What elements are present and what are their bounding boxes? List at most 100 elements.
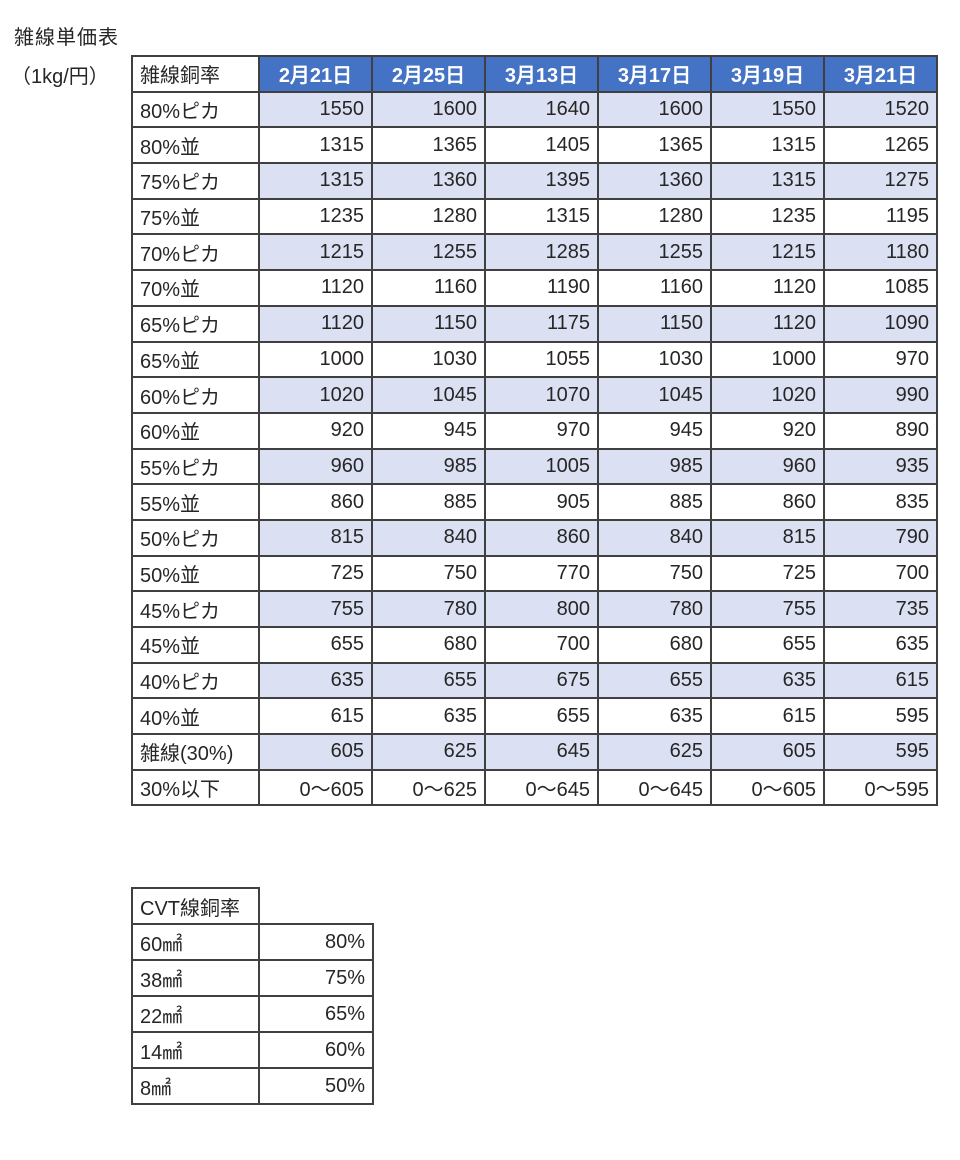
price-value-cell: 1215: [258, 233, 373, 272]
price-value-cell: 0〜605: [710, 768, 825, 807]
cvt-table: CVT線銅率 60㎟ 80% 38㎟ 75% 22㎟ 65% 14㎟ 60% 8㎟ 50%: [131, 887, 374, 1105]
price-value-cell: 1090: [823, 304, 938, 343]
cvt-value-cell: 75%: [258, 959, 374, 997]
price-value-cell: 885: [597, 483, 712, 521]
copper-rate-header-cell: 雑線銅率: [131, 55, 260, 93]
price-value-cell: 780: [597, 590, 712, 628]
price-value-cell: 1195: [823, 197, 938, 236]
price-value-cell: 1600: [597, 90, 712, 129]
price-value-cell: 985: [597, 447, 712, 486]
price-row-label: 65%ピカ: [131, 304, 260, 343]
price-value-cell: 635: [710, 661, 825, 700]
price-value-cell: 605: [258, 733, 373, 771]
price-table-row: 40%並 615 635 655 635 615 595: [131, 697, 938, 736]
cvt-value-cell: 60%: [258, 1031, 374, 1069]
price-value-cell: 860: [258, 483, 373, 521]
price-value-cell: 780: [371, 590, 486, 628]
price-value-cell: 595: [823, 733, 938, 771]
price-table-row: 40%ピカ 635 655 675 655 635 615: [131, 661, 938, 700]
price-value-cell: 1030: [597, 340, 712, 379]
price-value-cell: 1160: [371, 269, 486, 307]
price-value-cell: 945: [371, 411, 486, 450]
cvt-header-cell: CVT線銅率: [131, 887, 260, 925]
price-value-cell: 635: [258, 661, 373, 700]
price-table-row: 60%ピカ 1020 1045 1070 1045 1020 990: [131, 376, 938, 414]
price-value-cell: 1315: [258, 162, 373, 200]
price-value-cell: 945: [597, 411, 712, 450]
cvt-table-row: 38㎟ 75%: [131, 959, 374, 997]
price-row-label: 40%並: [131, 697, 260, 736]
price-value-cell: 960: [258, 447, 373, 486]
price-row-label: 55%ピカ: [131, 447, 260, 486]
price-table-row: 45%並 655 680 700 680 655 635: [131, 626, 938, 664]
price-value-cell: 1045: [597, 376, 712, 414]
price-row-label: 40%ピカ: [131, 661, 260, 700]
cvt-row-label: 38㎟: [131, 959, 260, 997]
price-value-cell: 1315: [710, 126, 825, 165]
price-value-cell: 1150: [371, 304, 486, 343]
price-row-label: 50%ピカ: [131, 518, 260, 557]
price-value-cell: 1550: [710, 90, 825, 129]
price-value-cell: 615: [710, 697, 825, 736]
price-value-cell: 635: [597, 697, 712, 736]
price-value-cell: 755: [710, 590, 825, 628]
cvt-value-cell: 80%: [258, 923, 374, 961]
price-value-cell: 1020: [258, 376, 373, 414]
price-value-cell: 970: [484, 411, 599, 450]
price-value-cell: 0〜645: [597, 768, 712, 807]
price-table-row: 80%並 1315 1365 1405 1365 1315 1265: [131, 126, 938, 165]
price-value-cell: 990: [823, 376, 938, 414]
cvt-table-row: 60㎟ 80%: [131, 923, 374, 961]
price-value-cell: 725: [258, 554, 373, 593]
price-value-cell: 1280: [597, 197, 712, 236]
price-value-cell: 675: [484, 661, 599, 700]
price-value-cell: 800: [484, 590, 599, 628]
price-table-row: 65%並 1000 1030 1055 1030 1000 970: [131, 340, 938, 379]
price-table-row: 65%ピカ 1120 1150 1175 1150 1120 1090: [131, 304, 938, 343]
price-value-cell: 1180: [823, 233, 938, 272]
price-table-row: 70%並 1120 1160 1190 1160 1120 1085: [131, 269, 938, 307]
price-table-row: 55%ピカ 960 985 1005 985 960 935: [131, 447, 938, 486]
price-value-cell: 860: [484, 518, 599, 557]
price-value-cell: 815: [258, 518, 373, 557]
price-value-cell: 1360: [371, 162, 486, 200]
price-value-cell: 1215: [710, 233, 825, 272]
cvt-value-cell: 65%: [258, 995, 374, 1033]
price-value-cell: 615: [823, 661, 938, 700]
cvt-header-spacer: [259, 888, 373, 924]
price-value-cell: 1640: [484, 90, 599, 129]
cvt-table-row: 22㎟ 65%: [131, 995, 374, 1033]
price-value-cell: 615: [258, 697, 373, 736]
price-row-label: 60%並: [131, 411, 260, 450]
price-value-cell: 680: [597, 626, 712, 664]
price-value-cell: 1150: [597, 304, 712, 343]
price-value-cell: 770: [484, 554, 599, 593]
price-row-label: 45%並: [131, 626, 260, 664]
price-value-cell: 1280: [371, 197, 486, 236]
price-value-cell: 1120: [258, 269, 373, 307]
price-value-cell: 1000: [710, 340, 825, 379]
price-value-cell: 735: [823, 590, 938, 628]
price-value-cell: 1070: [484, 376, 599, 414]
price-table-row: 60%並 920 945 970 945 920 890: [131, 411, 938, 450]
price-value-cell: 1255: [597, 233, 712, 272]
price-table-row: 雑線(30%) 605 625 645 625 605 595: [131, 733, 938, 771]
price-table-row: 75%ピカ 1315 1360 1395 1360 1315 1275: [131, 162, 938, 200]
price-value-cell: 750: [597, 554, 712, 593]
price-value-cell: 1405: [484, 126, 599, 165]
cvt-table-header-row: CVT線銅率: [131, 887, 373, 925]
price-value-cell: 960: [710, 447, 825, 486]
price-value-cell: 1395: [484, 162, 599, 200]
cvt-table-row: 14㎟ 60%: [131, 1031, 374, 1069]
price-table-row: 45%ピカ 755 780 800 780 755 735: [131, 590, 938, 628]
price-value-cell: 1120: [710, 304, 825, 343]
price-value-cell: 0〜595: [823, 768, 938, 807]
price-value-cell: 1365: [371, 126, 486, 165]
price-value-cell: 1360: [597, 162, 712, 200]
date-header-cell: 3月13日: [484, 55, 599, 93]
price-value-cell: 1045: [371, 376, 486, 414]
date-header-cell: 2月21日: [258, 55, 373, 93]
price-value-cell: 655: [597, 661, 712, 700]
cvt-table-row: 8㎟ 50%: [131, 1067, 374, 1105]
price-value-cell: 655: [484, 697, 599, 736]
